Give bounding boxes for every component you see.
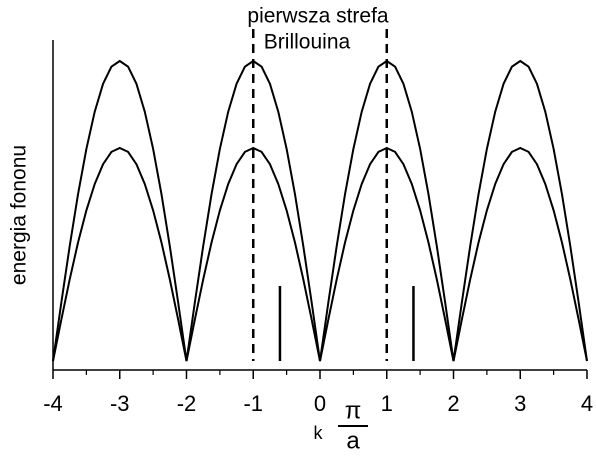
x-unit-denominator: a xyxy=(346,427,360,454)
x-tick-label: 2 xyxy=(447,391,459,416)
x-tick-label: -2 xyxy=(177,391,197,416)
annotation: Brillouina xyxy=(264,31,351,54)
x-tick-label: -4 xyxy=(43,391,63,416)
x-tick-label: -3 xyxy=(110,391,130,416)
x-axis-label: k xyxy=(314,423,324,443)
curve xyxy=(52,59,588,362)
x-tick-label: -1 xyxy=(243,391,263,416)
x-tick-label: 4 xyxy=(581,391,593,416)
x-tick-label: 1 xyxy=(381,391,393,416)
y-axis-label: energia fononu xyxy=(8,145,31,285)
annotation: pierwsza strefa xyxy=(247,5,389,28)
x-tick-label: 0 xyxy=(314,391,326,416)
curve xyxy=(52,146,588,362)
x-unit-numerator: π xyxy=(345,397,362,424)
x-tick-label: 3 xyxy=(514,391,526,416)
